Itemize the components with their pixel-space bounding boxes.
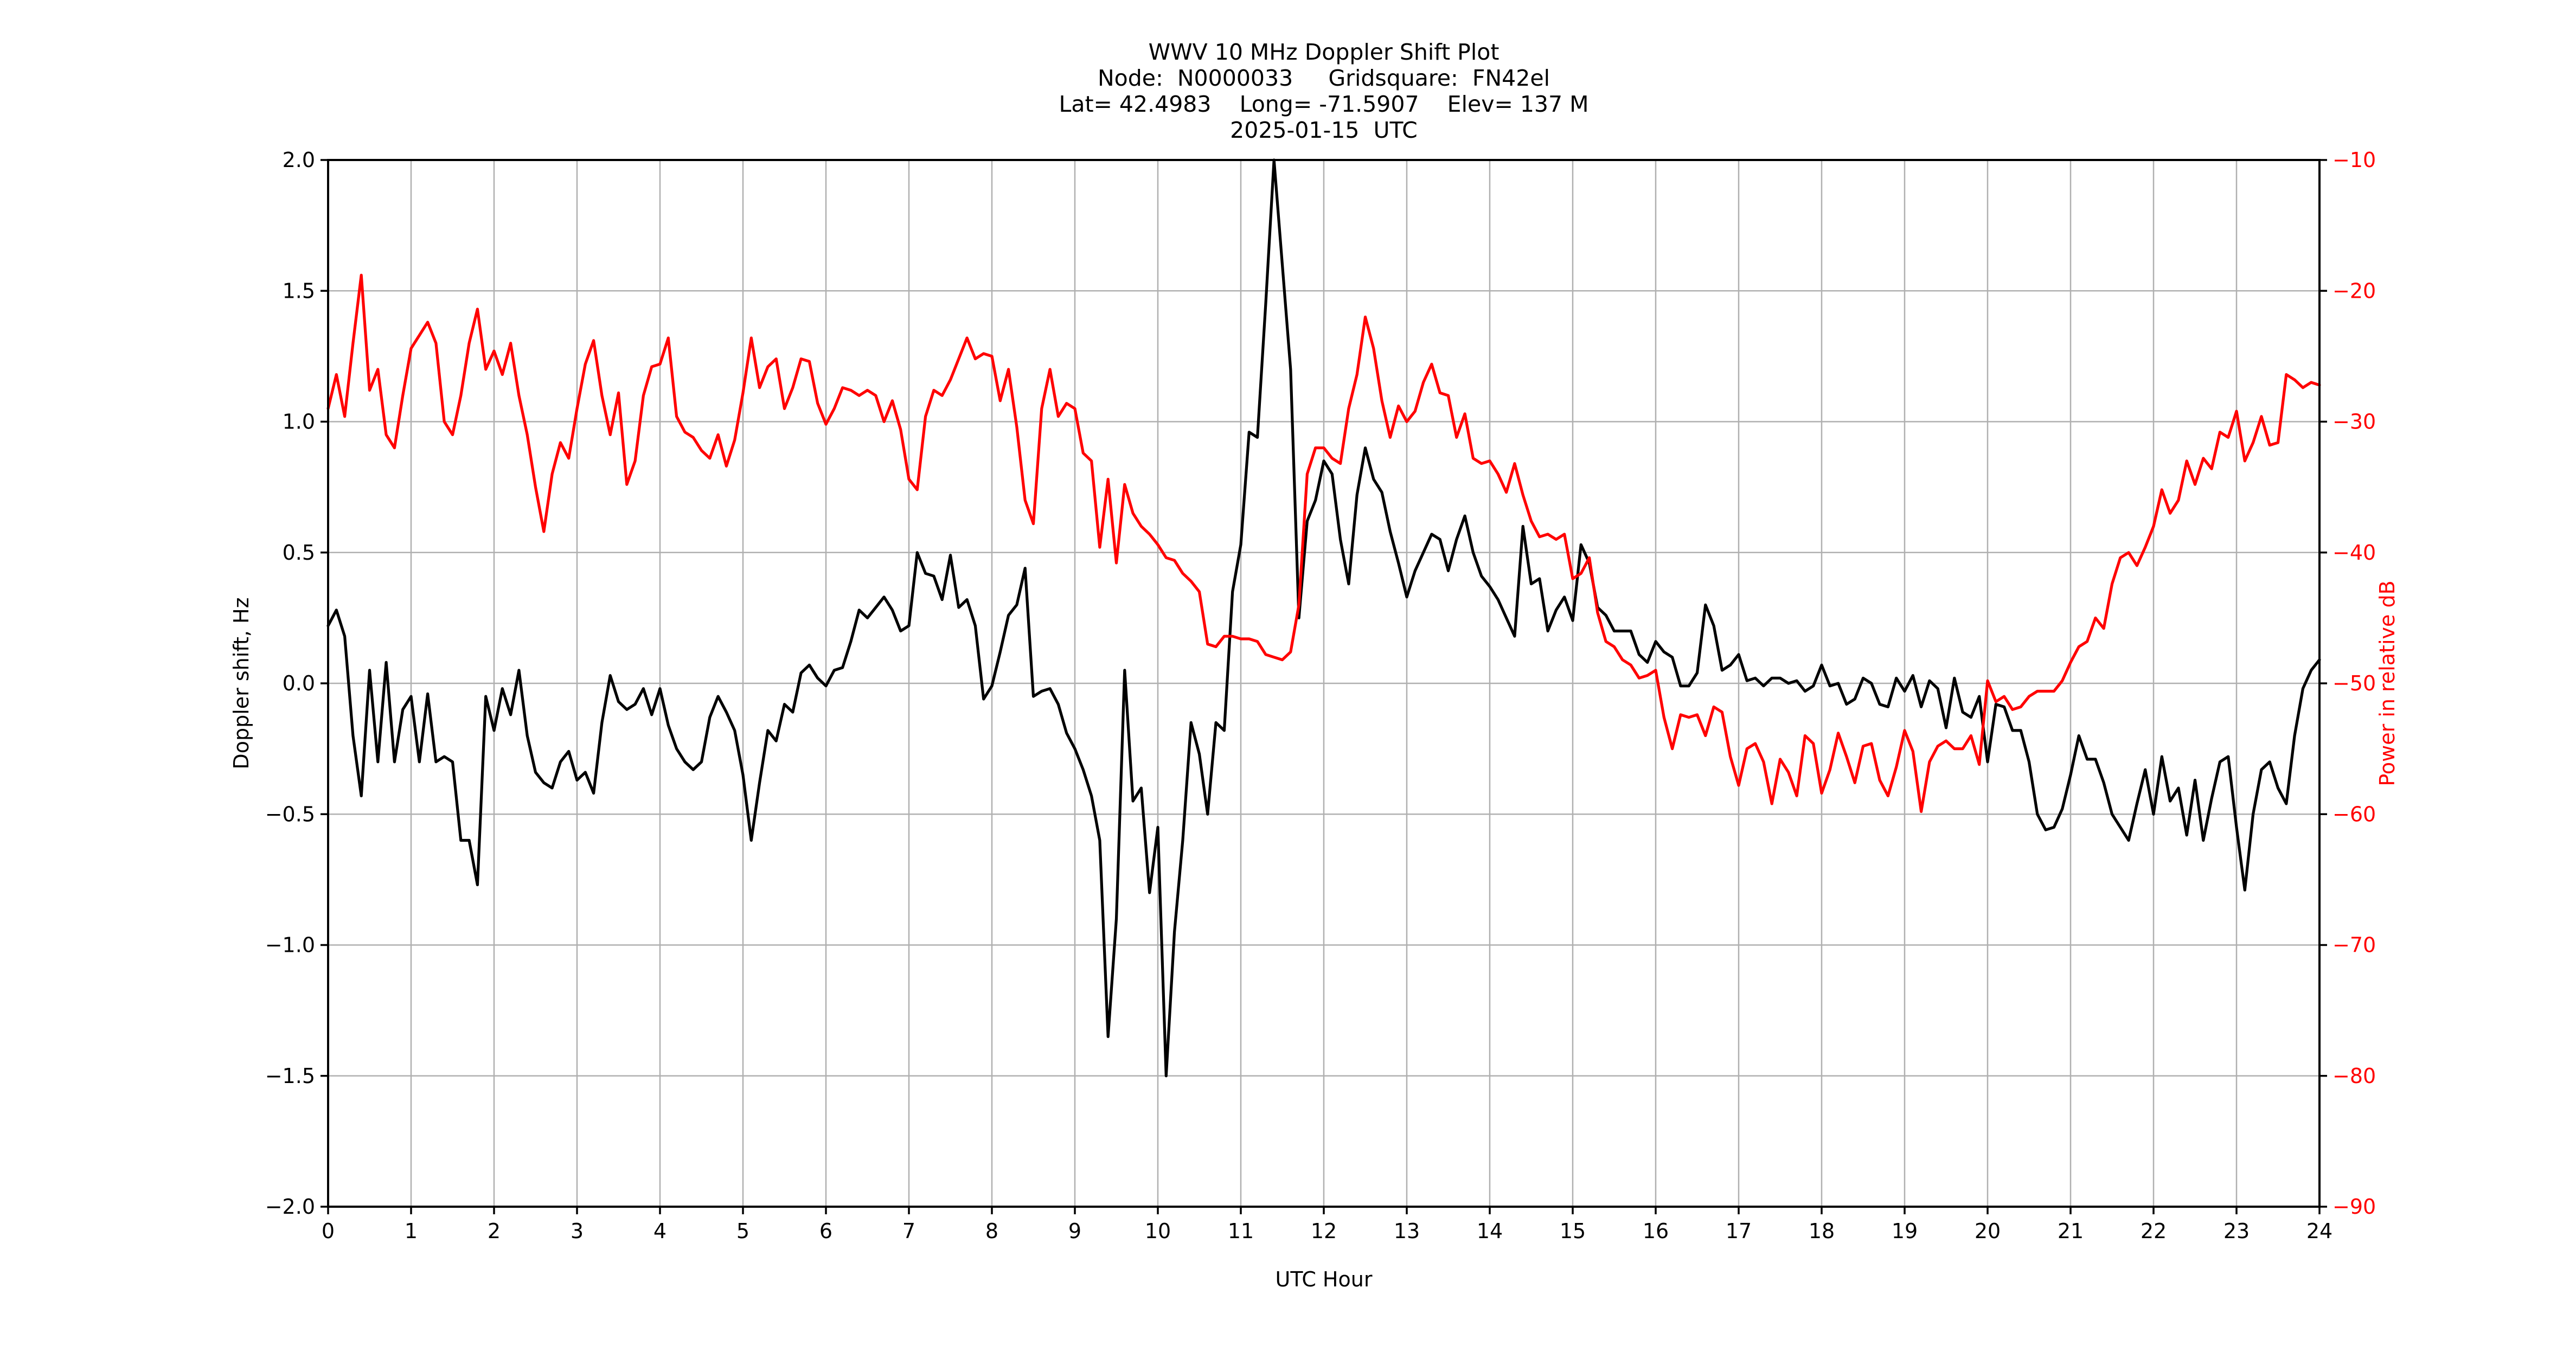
tick-labels: 0 1 2 3 4 5 6 7 8 9 10 11 12 13 14 15 16 17 18 19 20 21 22 23 24… xyxy=(265,148,2376,1243)
x-axis-label: UTC Hour xyxy=(1276,1267,1373,1291)
x-tick-label: 6 xyxy=(819,1219,832,1243)
tick-marks xyxy=(321,159,2327,1214)
y-right-tick-label: −60 xyxy=(2333,802,2376,826)
x-tick-label: 16 xyxy=(1643,1219,1669,1243)
y-right-tick-label: −90 xyxy=(2333,1195,2376,1219)
x-tick-label: 11 xyxy=(1228,1219,1254,1243)
y-right-tick-label: −80 xyxy=(2333,1064,2376,1088)
x-tick-label: 0 xyxy=(322,1219,335,1243)
x-tick-label: 10 xyxy=(1145,1219,1171,1243)
x-tick-label: 12 xyxy=(1311,1219,1337,1243)
figure-subtitle-node-gridsquare: Node: N0000033 Gridsquare: FN42el xyxy=(1098,65,1550,91)
x-tick-label: 15 xyxy=(1560,1219,1586,1243)
gridlines xyxy=(327,159,2321,1208)
x-tick-label: 13 xyxy=(1394,1219,1420,1243)
x-tick-label: 14 xyxy=(1477,1219,1503,1243)
figure-subtitle-date-utc: 2025-01-15 UTC xyxy=(1230,117,1418,143)
x-tick-label: 18 xyxy=(1809,1219,1835,1243)
y-axis-left-label: Doppler shift, Hz xyxy=(229,597,253,769)
x-tick-label: 17 xyxy=(1726,1219,1752,1243)
y-left-tick-label: −1.0 xyxy=(265,933,315,957)
x-tick-label: 20 xyxy=(1975,1219,2001,1243)
y-right-tick-label: −50 xyxy=(2333,671,2376,695)
figure-title-block: WWV 10 MHz Doppler Shift Plot Node: N000… xyxy=(1059,39,1588,143)
x-tick-label: 21 xyxy=(2058,1219,2084,1243)
x-tick-label: 24 xyxy=(2306,1219,2333,1243)
doppler-series-line xyxy=(326,158,2321,1078)
y-left-tick-label: 0.5 xyxy=(283,541,315,565)
y-left-tick-label: 1.0 xyxy=(283,410,315,434)
x-tick-label: 19 xyxy=(1892,1219,1918,1243)
y-right-tick-label: −70 xyxy=(2333,933,2376,957)
y-left-tick-label: 2.0 xyxy=(283,148,315,172)
x-tick-label: 4 xyxy=(653,1219,667,1243)
figure-subtitle-lat-long-elev: Lat= 42.4983 Long= -71.5907 Elev= 137 M xyxy=(1059,91,1589,117)
y-left-tick-label: −1.5 xyxy=(265,1064,315,1088)
x-tick-label: 7 xyxy=(902,1219,915,1243)
x-tick-label: 2 xyxy=(488,1219,501,1243)
x-tick-label: 1 xyxy=(405,1219,418,1243)
y-right-tick-label: −20 xyxy=(2333,279,2376,303)
y-left-tick-label: −2.0 xyxy=(265,1195,315,1219)
x-tick-label: 22 xyxy=(2141,1219,2167,1243)
x-tick-label: 3 xyxy=(571,1219,584,1243)
x-tick-label: 8 xyxy=(985,1219,998,1243)
x-tick-label: 5 xyxy=(736,1219,749,1243)
y-right-tick-label: −30 xyxy=(2333,410,2376,434)
y-right-tick-label: −10 xyxy=(2333,148,2376,172)
figure-title: WWV 10 MHz Doppler Shift Plot xyxy=(1148,39,1500,65)
y-right-tick-label: −40 xyxy=(2333,541,2376,565)
y-axis-right-label: Power in relative dB xyxy=(2375,580,2399,786)
y-left-tick-label: 0.0 xyxy=(283,671,315,695)
x-tick-label: 23 xyxy=(2223,1219,2250,1243)
y-left-tick-label: −0.5 xyxy=(265,802,315,826)
data-series xyxy=(326,158,2321,1078)
y-left-tick-label: 1.5 xyxy=(283,279,315,303)
power-series-line xyxy=(326,273,2321,813)
x-tick-label: 9 xyxy=(1068,1219,1081,1243)
